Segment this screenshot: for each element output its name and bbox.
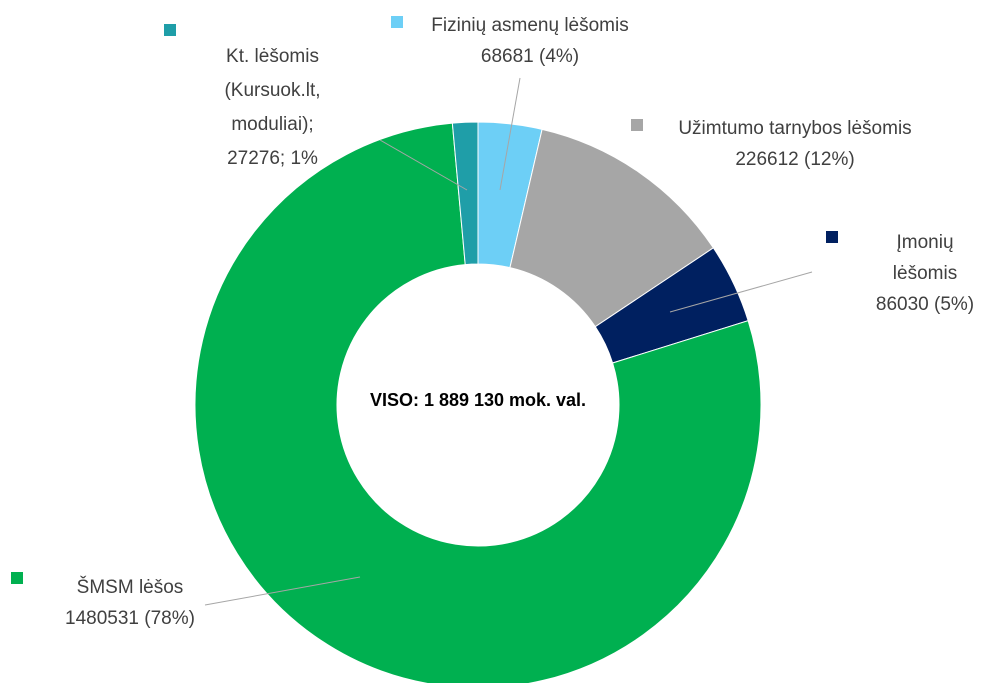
leader-line: [204, 576, 361, 606]
data-label: ŠMSM lėšos 1480531 (78%): [40, 572, 220, 634]
donut-segment: [194, 122, 762, 683]
legend-marker: [631, 119, 643, 131]
value-label: 1480531 (78%): [65, 608, 195, 629]
leader-line: [669, 271, 813, 313]
donut-segment: [451, 121, 479, 266]
legend-marker: [826, 231, 838, 243]
legend-marker: [164, 24, 176, 36]
data-label: Įmonių lėšomis 86030 (5%): [860, 227, 990, 320]
leader-line: [379, 139, 468, 191]
value-label: 226612 (12%): [735, 149, 855, 170]
donut-segment: [509, 128, 715, 328]
leader-line: [499, 77, 521, 191]
value-label: 27276; 1%: [227, 148, 318, 169]
category-label: Kt. lėšomis (Kursuok.lt, moduliai);: [224, 46, 321, 135]
legend-marker: [391, 16, 403, 28]
center-annotation: VISO: 1 889 130 mok. val.: [369, 390, 587, 410]
category-label: Užimtumo tarnybos lėšomis: [678, 118, 912, 139]
value-label: 86030 (5%): [875, 294, 975, 315]
data-label: Kt. lėšomis (Kursuok.lt, moduliai); 27276…: [205, 40, 340, 176]
value-label: 68681 (4%): [480, 46, 580, 67]
data-label: Fizinių asmenų lėšomis 68681 (4%): [380, 10, 680, 72]
category-label: Fizinių asmenų lėšomis: [431, 15, 629, 36]
legend-marker: [11, 572, 23, 584]
data-label: Užimtumo tarnybos lėšomis 226612 (12%): [625, 113, 965, 175]
category-label: ŠMSM lėšos: [76, 577, 184, 598]
category-label: Įmonių lėšomis: [892, 232, 958, 284]
